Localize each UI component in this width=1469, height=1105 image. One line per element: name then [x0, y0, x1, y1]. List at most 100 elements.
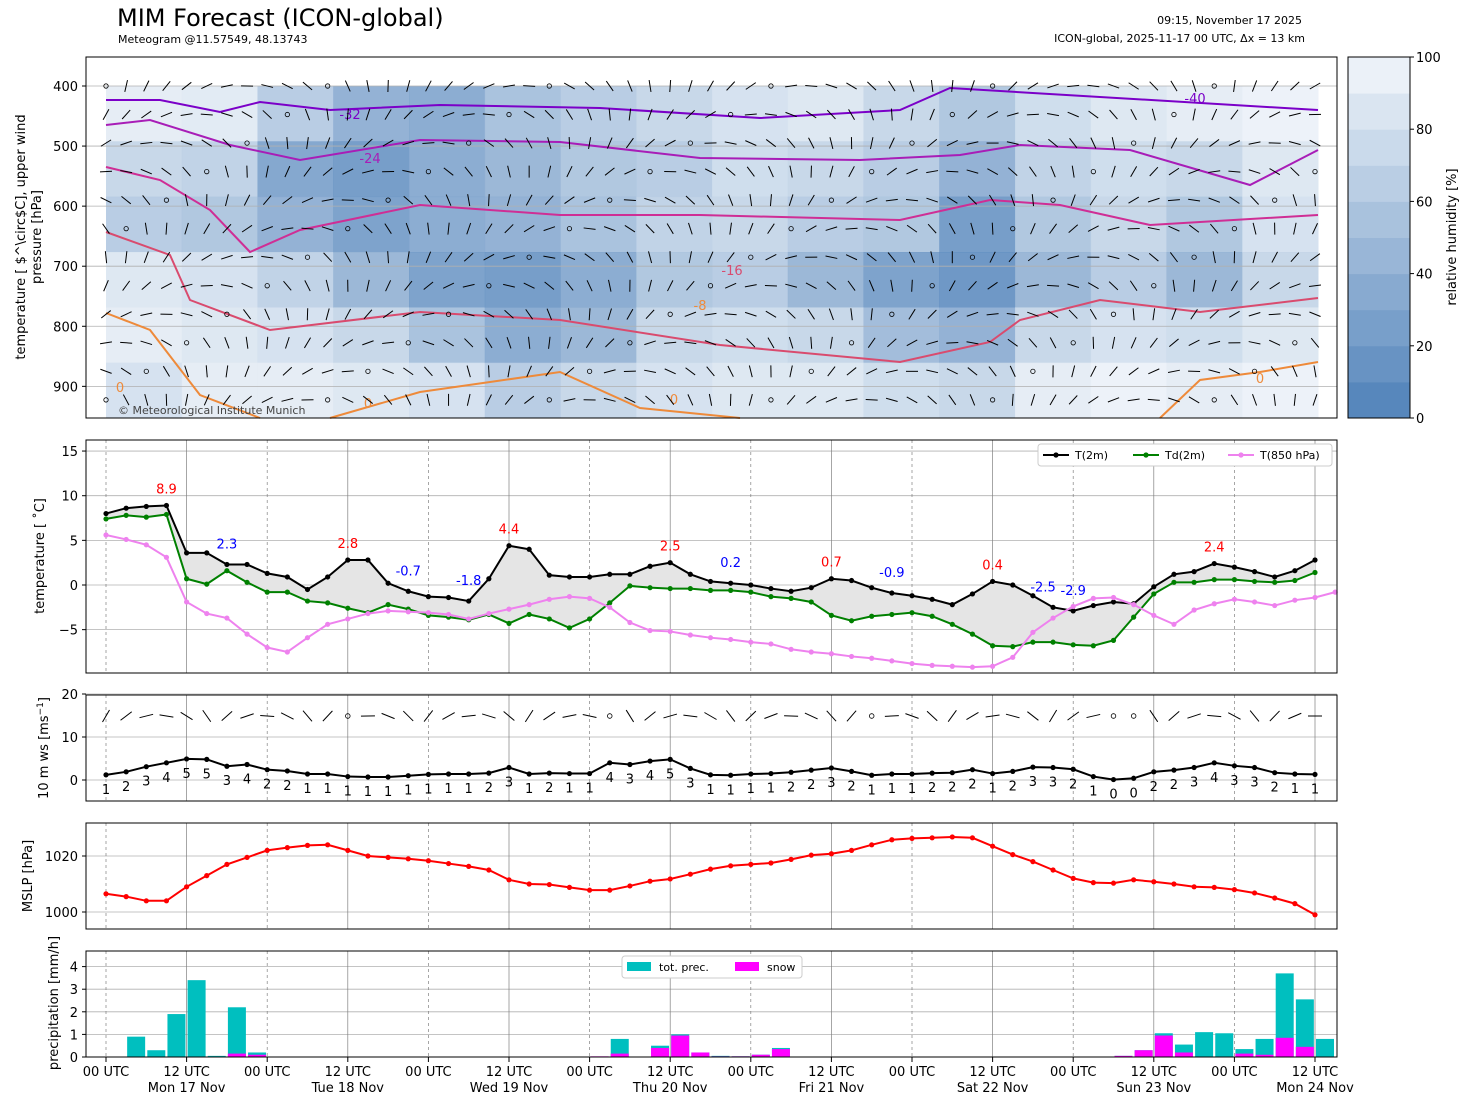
- wind-barb: [523, 85, 536, 87]
- wind-barb: [184, 365, 189, 378]
- wind-speed-label: 2: [948, 781, 956, 796]
- data-point: [889, 837, 895, 843]
- wind-barb: [427, 222, 430, 235]
- wind-speed-label: 1: [1291, 782, 1299, 797]
- wind-barb: [905, 713, 919, 719]
- wind-barb: [866, 368, 878, 375]
- humidity-cell: [712, 362, 789, 419]
- calm-wind-circle: [163, 197, 170, 203]
- humidity-cell: [1015, 252, 1092, 308]
- wind-barb: [583, 227, 596, 230]
- y-axis-title-upper-2: pressure [hPa]: [30, 190, 45, 284]
- chart-title: MIM Forecast (ICON-global): [117, 4, 444, 32]
- wind-barb: [485, 337, 493, 349]
- wind-barb: [645, 138, 655, 148]
- data-point: [325, 621, 331, 627]
- panel-frame: [85, 439, 1338, 674]
- data-point: [1312, 912, 1318, 918]
- wind-barb: [1309, 253, 1321, 262]
- data-point: [728, 772, 734, 778]
- wind-barb: [666, 394, 675, 405]
- data-point: [284, 649, 290, 655]
- humidity-cell: [863, 86, 940, 142]
- wind-barb: [885, 198, 898, 202]
- wind-speed-label: 4: [1210, 771, 1218, 786]
- wind-barb: [927, 395, 937, 405]
- wind-barb: [483, 310, 495, 318]
- wind-barb: [442, 282, 455, 289]
- wind-barb: [846, 710, 857, 722]
- precip-bar: [207, 1055, 226, 1057]
- wind-barb: [266, 336, 269, 349]
- wind-barb: [908, 251, 916, 263]
- wind-barb: [725, 339, 736, 347]
- calm-wind-circle: [1131, 140, 1137, 146]
- wind-barb: [1152, 308, 1156, 321]
- data-point: [1090, 595, 1096, 601]
- wind-barb: [709, 222, 712, 235]
- wind-barb: [929, 108, 935, 121]
- wind-barb: [342, 339, 354, 347]
- wind-barb: [1288, 312, 1301, 316]
- wind-barb: [462, 312, 475, 317]
- wind-barb: [704, 168, 717, 175]
- calm-wind-circle: [1090, 168, 1096, 175]
- wind-barb: [1252, 222, 1257, 235]
- wind-barb: [1227, 712, 1241, 720]
- wind-barb: [745, 82, 757, 90]
- wind-barb: [726, 252, 735, 263]
- calm-wind-circle: [1010, 226, 1016, 232]
- data-point: [345, 605, 351, 611]
- wind-barb: [120, 711, 133, 721]
- wind-barb: [1107, 397, 1120, 403]
- wind-barb: [443, 339, 454, 347]
- data-point: [184, 756, 190, 762]
- data-point: [828, 576, 835, 582]
- y-tick-label: 4: [70, 961, 78, 976]
- data-point: [224, 861, 230, 868]
- data-point: [1231, 577, 1237, 583]
- x-tick-label: 12 UTC: [969, 1065, 1015, 1080]
- wind-speed-label: 1: [404, 784, 412, 799]
- wind-barb: [1169, 252, 1178, 263]
- wind-barb: [160, 282, 172, 289]
- wind-barb: [547, 137, 552, 149]
- isotherm-label: 0: [670, 393, 678, 408]
- data-point: [566, 770, 573, 777]
- wind-barb: [504, 394, 514, 405]
- data-point: [405, 856, 411, 862]
- temperature-panel-bg: [86, 440, 1337, 673]
- wind-speed-label: 1: [767, 782, 775, 797]
- data-point: [405, 588, 411, 594]
- wind-barb: [382, 341, 395, 345]
- wind-barb: [526, 365, 532, 378]
- wind-barb: [544, 195, 554, 205]
- wind-barb: [789, 165, 793, 178]
- wind-speed-label: 2: [545, 781, 553, 796]
- wind-speed-label: 2: [283, 779, 291, 794]
- wind-barb: [584, 253, 595, 262]
- wind-barb: [182, 166, 191, 177]
- data-point: [184, 884, 190, 890]
- wind-barb: [141, 110, 152, 119]
- calm-wind-circle: [989, 397, 996, 403]
- humidity-cell: [1166, 141, 1243, 198]
- data-point: [506, 620, 512, 626]
- legend-label: snow: [767, 961, 795, 974]
- y-tick-label: 0: [70, 1051, 78, 1066]
- x-day-label: Thu 20 Nov: [632, 1081, 708, 1096]
- humidity-cell: [333, 252, 410, 308]
- wind-barb: [946, 170, 959, 173]
- wind-barb: [627, 80, 633, 92]
- data-point: [566, 594, 573, 600]
- calm-wind-circle: [969, 254, 976, 260]
- wind-barb: [1027, 82, 1039, 90]
- wind-barb: [989, 251, 996, 263]
- wind-barb: [930, 79, 934, 93]
- wind-barb: [688, 80, 693, 92]
- wind-barb: [789, 365, 793, 378]
- humidity-cell: [1166, 86, 1243, 142]
- wind-barb: [1172, 279, 1176, 292]
- y-tick-label: 0: [70, 774, 78, 789]
